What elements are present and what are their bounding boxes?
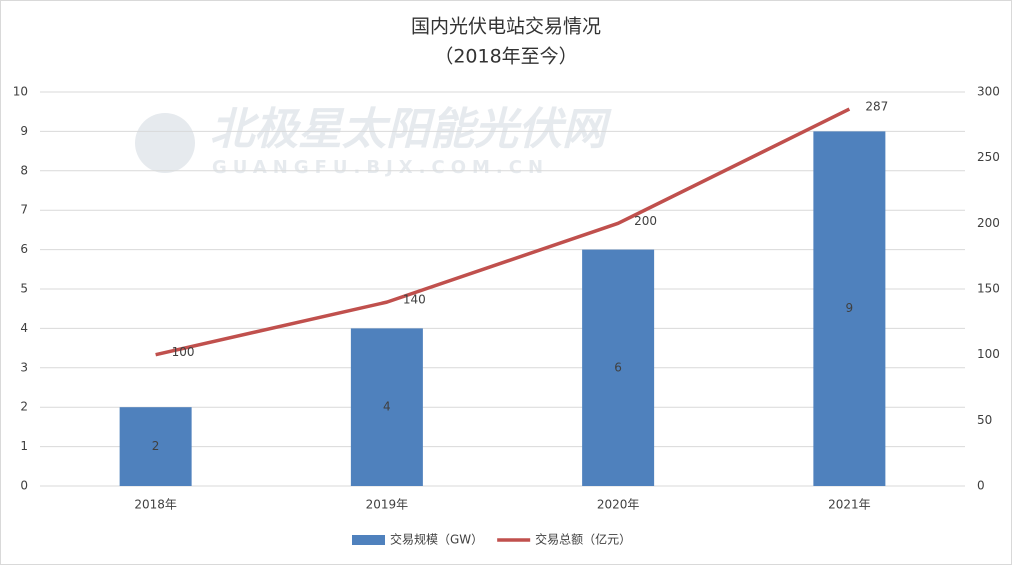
- legend-label: 交易规模（GW）: [390, 532, 483, 547]
- legend-label: 交易总额（亿元）: [535, 532, 631, 547]
- x-tick-label: 2018年: [134, 498, 177, 512]
- y2-tick-label: 150: [977, 282, 1000, 296]
- bar: [119, 407, 192, 486]
- y-tick-label: 10: [13, 85, 28, 99]
- y-tick-label: 9: [20, 124, 28, 138]
- bar-label: 4: [383, 400, 391, 414]
- y-tick-label: 7: [20, 203, 28, 217]
- bar-label: 2: [152, 439, 160, 453]
- x-tick-label: 2020年: [597, 498, 640, 512]
- y-tick-label: 4: [20, 321, 28, 335]
- y-tick-label: 5: [20, 282, 28, 296]
- watermark-text: 北极星太阳能光伏网: [210, 104, 612, 155]
- chart-title: 国内光伏电站交易情况: [411, 16, 601, 38]
- y-tick-label: 1: [20, 439, 28, 453]
- x-tick-label: 2021年: [828, 498, 871, 512]
- legend-swatch: [352, 535, 385, 545]
- watermark-logo: [135, 113, 195, 173]
- line-label: 140: [403, 293, 426, 307]
- line: [155, 107, 851, 357]
- y-tick-label: 8: [20, 163, 28, 177]
- bar: [813, 131, 886, 486]
- y2-tick-label: 250: [977, 150, 1000, 164]
- y2-tick-label: 50: [977, 413, 992, 427]
- y-tick-label: 6: [20, 242, 28, 256]
- y-tick-label: 2: [20, 400, 28, 414]
- y-tick-label: 0: [20, 479, 28, 493]
- y2-tick-label: 300: [977, 85, 1000, 99]
- chart-subtitle: （2018年至今）: [434, 46, 577, 68]
- y2-tick-label: 200: [977, 216, 1000, 230]
- y2-tick-label: 0: [977, 479, 985, 493]
- bar: [350, 328, 423, 486]
- y2-tick-label: 100: [977, 347, 1000, 361]
- line-label: 100: [172, 345, 195, 359]
- x-tick-label: 2019年: [366, 498, 409, 512]
- line-label: 287: [865, 100, 888, 114]
- bar-label: 6: [614, 360, 622, 374]
- watermark-url: GUANGFU.BJX.COM.CN: [212, 157, 549, 178]
- bar: [582, 249, 655, 486]
- line-label: 200: [634, 214, 657, 228]
- y-tick-label: 3: [20, 360, 28, 374]
- bar-label: 9: [846, 301, 854, 315]
- watermark: 北极星太阳能光伏网 GUANGFU.BJX.COM.CN: [135, 104, 612, 178]
